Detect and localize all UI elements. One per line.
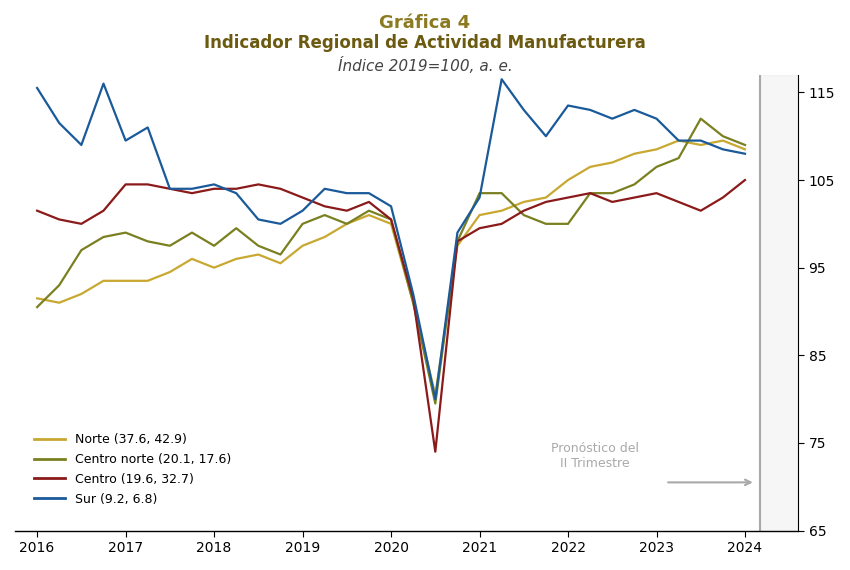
Text: Indicador Regional de Actividad Manufacturera: Indicador Regional de Actividad Manufact… xyxy=(204,34,646,52)
Text: Gráfica 4: Gráfica 4 xyxy=(379,14,471,32)
Legend: Norte (37.6, 42.9), Centro norte (20.1, 17.6), Centro (19.6, 32.7), Sur (9.2, 6.: Norte (37.6, 42.9), Centro norte (20.1, … xyxy=(29,428,236,511)
Text: Pronóstico del
II Trimestre: Pronóstico del II Trimestre xyxy=(551,442,638,470)
Bar xyxy=(760,75,798,531)
Text: Índice 2019=100, a. e.: Índice 2019=100, a. e. xyxy=(337,57,513,74)
